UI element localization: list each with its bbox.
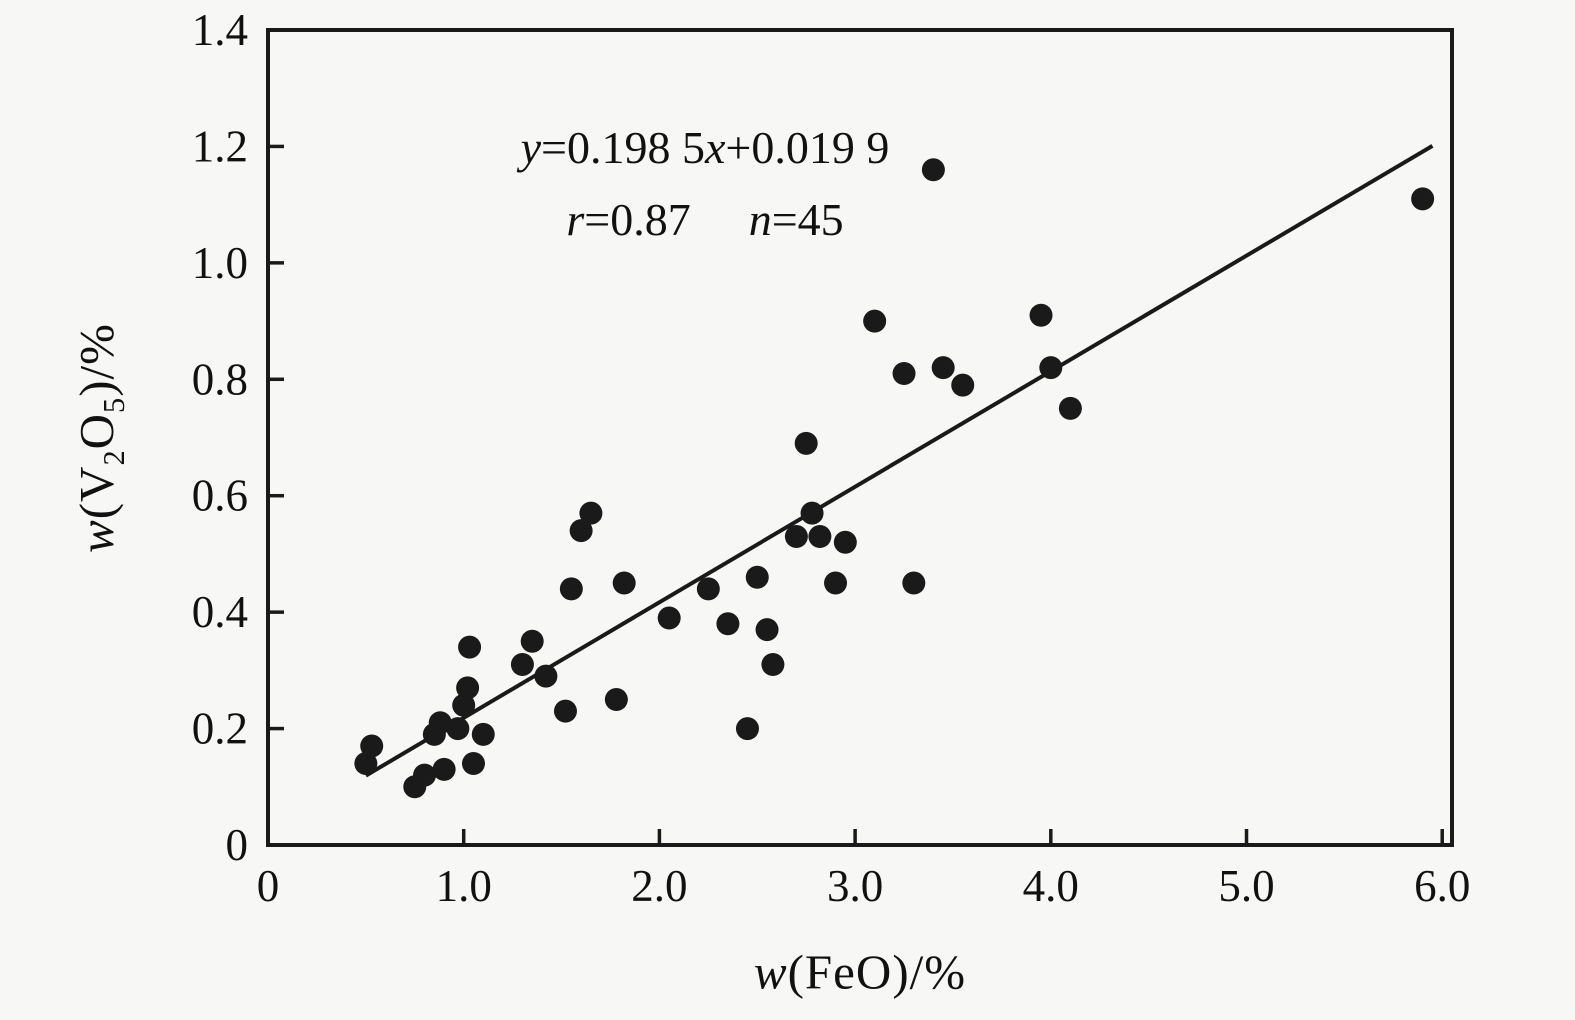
axis-frame: [266, 28, 1454, 847]
svg-text:0.4: 0.4: [192, 587, 248, 637]
x-axis-var: w: [753, 944, 788, 1000]
svg-text:0: 0: [226, 820, 249, 870]
y-axis-var: w: [69, 519, 125, 553]
svg-text:4.0: 4.0: [1023, 861, 1079, 911]
equation-slope: =0.198 5: [541, 122, 705, 173]
svg-text:1.2: 1.2: [192, 121, 248, 171]
svg-text:6.0: 6.0: [1414, 861, 1470, 911]
svg-text:5.0: 5.0: [1218, 861, 1274, 911]
svg-text:0.2: 0.2: [192, 704, 248, 754]
equation-intercept: +0.019 9: [725, 122, 890, 173]
svg-text:3.0: 3.0: [827, 861, 883, 911]
axis-ticks: [266, 28, 1444, 847]
svg-text:1.0: 1.0: [436, 861, 492, 911]
regression-equation: y=0.198 5x+0.019 9: [445, 112, 965, 184]
y-axis-title: w(V2O5)/%: [69, 323, 131, 553]
svg-text:1.0: 1.0: [192, 238, 248, 288]
x-axis-title: w(FeO)/%: [753, 944, 967, 1000]
svg-text:0.8: 0.8: [192, 354, 248, 404]
regression-annotation: y=0.198 5x+0.019 9 r=0.87 n=45: [445, 112, 965, 256]
stat-r-value: =0.87: [584, 194, 691, 245]
stat-var-n: n: [748, 194, 772, 245]
equation-var-x: x: [705, 122, 726, 173]
svg-text:0: 0: [257, 861, 280, 911]
axis-tick-labels: 0 1.0 2.0 3.0 4.0 5.0 6.0 0 0.2 0.4 0.6 0.8 1.0 1.2 1.…: [192, 5, 1471, 911]
svg-text:1.4: 1.4: [192, 5, 248, 55]
regression-stats: r=0.87 n=45: [445, 184, 965, 256]
stat-n-value: =45: [771, 194, 844, 245]
svg-text:0.6: 0.6: [192, 471, 248, 521]
stat-var-r: r: [566, 194, 585, 245]
equation-var-y: y: [520, 122, 542, 173]
data-points: [354, 158, 1435, 799]
svg-text:2.0: 2.0: [631, 861, 687, 911]
